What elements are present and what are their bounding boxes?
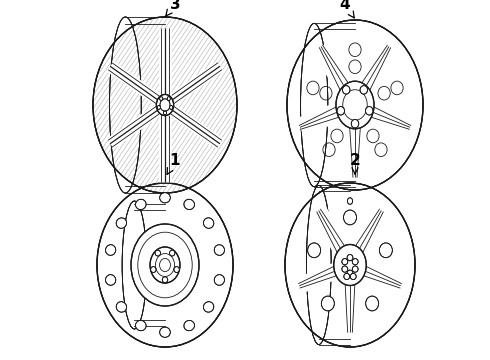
- Ellipse shape: [170, 105, 173, 109]
- Ellipse shape: [214, 245, 224, 255]
- Ellipse shape: [162, 277, 168, 283]
- Ellipse shape: [350, 273, 356, 280]
- Ellipse shape: [136, 199, 146, 210]
- Ellipse shape: [360, 86, 368, 94]
- Ellipse shape: [334, 244, 366, 285]
- Ellipse shape: [184, 320, 195, 331]
- Ellipse shape: [352, 266, 358, 272]
- Ellipse shape: [160, 96, 163, 100]
- Ellipse shape: [343, 210, 357, 225]
- Ellipse shape: [170, 250, 175, 256]
- Ellipse shape: [167, 96, 171, 100]
- Ellipse shape: [160, 327, 171, 337]
- Ellipse shape: [116, 218, 126, 228]
- Ellipse shape: [105, 275, 116, 285]
- Ellipse shape: [344, 273, 350, 280]
- Ellipse shape: [136, 320, 146, 331]
- Ellipse shape: [105, 245, 116, 255]
- Ellipse shape: [131, 224, 199, 306]
- Ellipse shape: [321, 296, 334, 311]
- Ellipse shape: [336, 81, 374, 129]
- Ellipse shape: [379, 243, 392, 258]
- Ellipse shape: [308, 243, 320, 258]
- Ellipse shape: [352, 258, 358, 265]
- Ellipse shape: [342, 258, 348, 265]
- Ellipse shape: [347, 198, 353, 204]
- Ellipse shape: [203, 302, 214, 312]
- Ellipse shape: [150, 247, 180, 283]
- Ellipse shape: [351, 120, 359, 128]
- Ellipse shape: [160, 99, 170, 111]
- Ellipse shape: [160, 193, 171, 203]
- Ellipse shape: [366, 296, 379, 311]
- Ellipse shape: [366, 107, 373, 115]
- Ellipse shape: [157, 105, 160, 109]
- Ellipse shape: [203, 218, 214, 228]
- Ellipse shape: [150, 267, 156, 273]
- Ellipse shape: [184, 199, 195, 210]
- Ellipse shape: [156, 94, 173, 116]
- Ellipse shape: [337, 107, 344, 115]
- Ellipse shape: [214, 275, 224, 285]
- Text: 3: 3: [165, 0, 180, 17]
- Ellipse shape: [116, 302, 126, 312]
- Text: 2: 2: [350, 153, 360, 174]
- Ellipse shape: [347, 270, 353, 276]
- Ellipse shape: [174, 267, 179, 273]
- Text: 1: 1: [167, 153, 180, 174]
- Ellipse shape: [155, 250, 161, 256]
- Ellipse shape: [342, 266, 348, 272]
- Ellipse shape: [164, 111, 167, 115]
- Ellipse shape: [343, 86, 350, 94]
- Text: 4: 4: [340, 0, 354, 18]
- Ellipse shape: [347, 255, 353, 261]
